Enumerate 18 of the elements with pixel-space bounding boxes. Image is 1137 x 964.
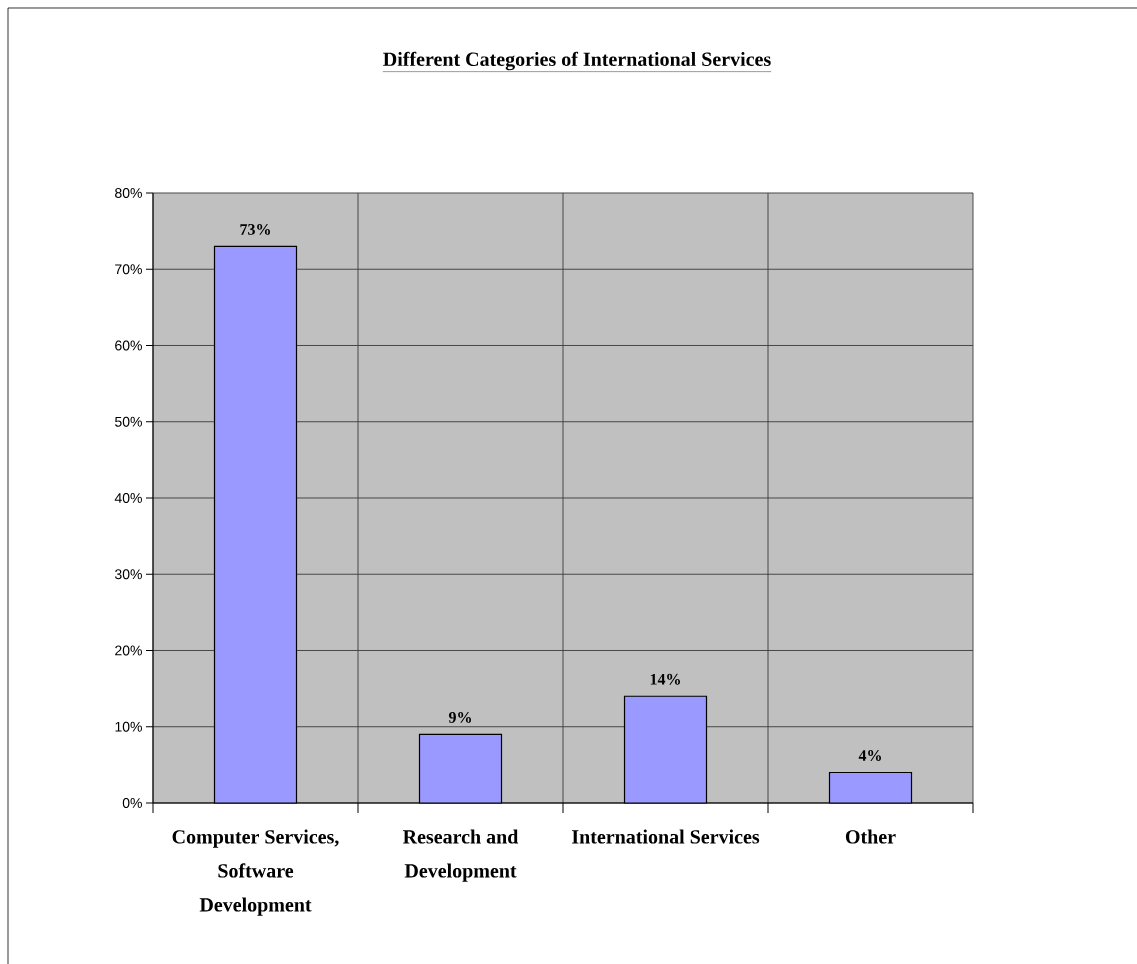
y-tick-label: 20%: [115, 645, 142, 656]
x-tick-label: International Services: [572, 829, 760, 844]
data-label: 4%: [858, 750, 881, 761]
y-tick-label: 60%: [115, 340, 142, 351]
y-tick-label: 80%: [115, 188, 142, 198]
y-tick-label: 30%: [114, 569, 142, 580]
data-label: 14%: [650, 673, 680, 685]
y-tick-label: 40%: [114, 493, 142, 503]
y-tick-label: 10%: [115, 721, 142, 732]
x-tick-label: Other: [845, 829, 896, 844]
x-tick-label: Research and Development: [402, 829, 519, 882]
data-label: 73%: [240, 223, 270, 235]
data-label: 9%: [448, 712, 471, 723]
chart-title: Different Categories of International Services: [383, 51, 771, 71]
y-tick-label: 70%: [115, 264, 142, 275]
x-tick-label: Computer Services, Software Development: [172, 829, 339, 916]
y-tick-label: 50%: [115, 416, 142, 427]
y-tick-label: 0%: [122, 798, 142, 808]
